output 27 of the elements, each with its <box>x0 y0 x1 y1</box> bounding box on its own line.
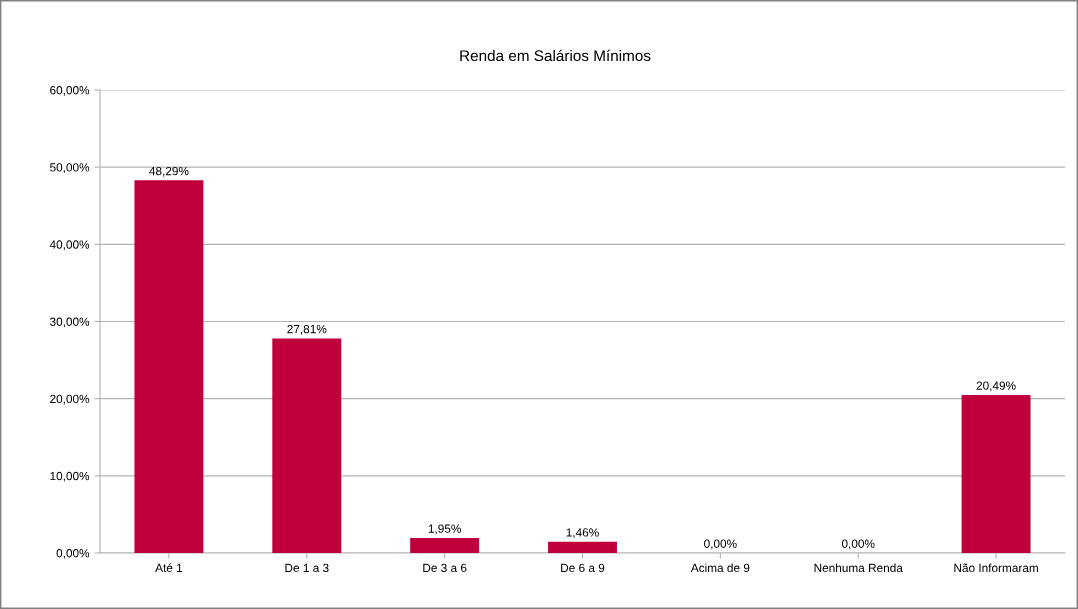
bar <box>961 394 1031 553</box>
y-tick-label: 20,00% <box>50 394 90 405</box>
x-tick-label: De 3 a 6 <box>423 563 467 573</box>
y-tick-label: 30,00% <box>50 317 90 328</box>
bar <box>134 180 204 553</box>
y-tick-label: 60,00% <box>50 86 90 96</box>
x-tick-label: De 1 a 3 <box>285 563 329 573</box>
bar <box>410 537 480 553</box>
y-tick-label: 50,00% <box>50 163 90 173</box>
data-label: 0,00% <box>841 539 875 550</box>
data-label: 0,00% <box>704 539 737 550</box>
data-label: 27,81% <box>287 324 327 335</box>
y-tick-label: 10,00% <box>50 471 90 482</box>
x-tick-label: Não Informaram <box>954 563 1038 573</box>
chart-title: Renda em Salários Mínimos <box>460 49 651 62</box>
data-label: 1,95% <box>428 524 461 535</box>
y-tick-label: 40,00% <box>49 240 90 251</box>
data-label: 1,46% <box>566 528 599 539</box>
x-tick-label: Nenhuma Renda <box>814 563 903 573</box>
bar <box>272 338 342 553</box>
data-label: 48,29% <box>149 166 189 177</box>
bar <box>548 541 617 553</box>
x-tick-label: De 6 a 9 <box>561 563 605 573</box>
data-label: 20,49% <box>976 381 1016 392</box>
x-tick-label: Até 1 <box>155 563 183 573</box>
x-tick-label: Acima de 9 <box>690 563 750 573</box>
y-tick-label: 0,00% <box>56 549 90 559</box>
